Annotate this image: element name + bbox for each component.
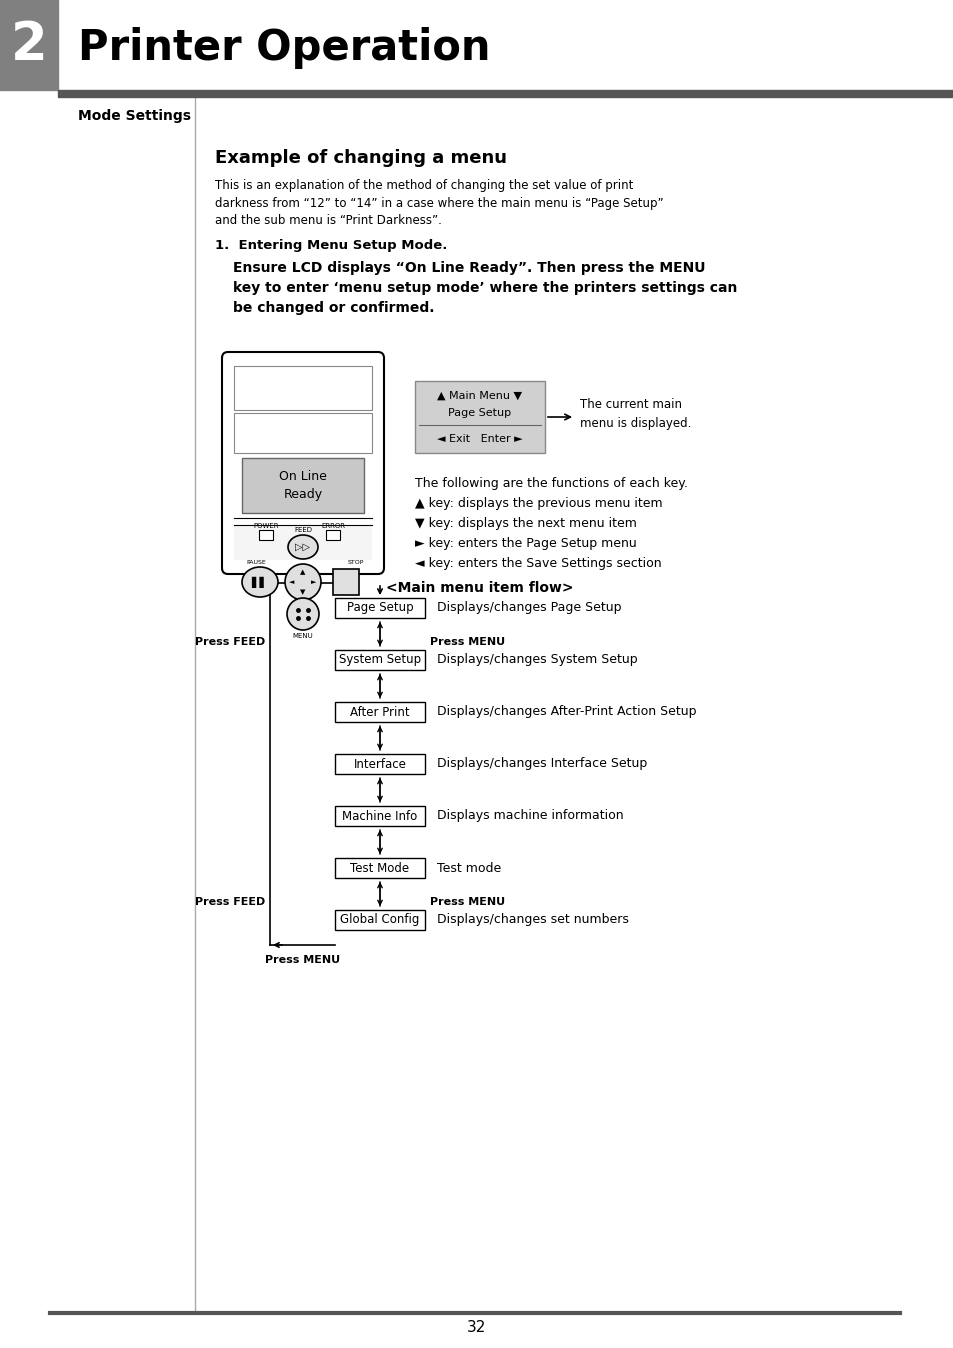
Text: Displays/changes Interface Setup: Displays/changes Interface Setup bbox=[436, 758, 646, 771]
Ellipse shape bbox=[242, 568, 277, 597]
Ellipse shape bbox=[288, 535, 317, 559]
Text: POWER: POWER bbox=[253, 523, 278, 528]
FancyBboxPatch shape bbox=[415, 381, 544, 453]
Text: On Line: On Line bbox=[279, 470, 327, 483]
Text: ►: ► bbox=[311, 580, 316, 585]
Text: Ensure LCD displays “On Line Ready”. Then press the MENU: Ensure LCD displays “On Line Ready”. The… bbox=[233, 262, 705, 275]
Text: STOP: STOP bbox=[348, 559, 364, 565]
Text: 2: 2 bbox=[10, 19, 48, 71]
Text: Printer Operation: Printer Operation bbox=[78, 27, 490, 69]
Text: Example of changing a menu: Example of changing a menu bbox=[214, 150, 506, 167]
Bar bbox=[335, 702, 424, 723]
Text: Displays/changes set numbers: Displays/changes set numbers bbox=[436, 914, 628, 926]
Text: After Print: After Print bbox=[350, 705, 410, 718]
Bar bbox=[233, 367, 372, 410]
Bar bbox=[335, 806, 424, 826]
Bar bbox=[233, 524, 372, 559]
Bar bbox=[335, 910, 424, 930]
Text: ▼ key: displays the next menu item: ▼ key: displays the next menu item bbox=[415, 516, 637, 530]
Bar bbox=[258, 530, 273, 541]
Bar bbox=[0, 0, 58, 90]
Text: menu is displayed.: menu is displayed. bbox=[579, 417, 691, 430]
Text: The following are the functions of each key.: The following are the functions of each … bbox=[415, 476, 687, 489]
Text: ▲ Main Menu ▼: ▲ Main Menu ▼ bbox=[437, 391, 522, 400]
Text: ◄ key: enters the Save Settings section: ◄ key: enters the Save Settings section bbox=[415, 557, 661, 569]
Text: MENU: MENU bbox=[293, 634, 313, 639]
Bar bbox=[335, 650, 424, 670]
Text: FEED: FEED bbox=[294, 527, 312, 532]
Text: Test mode: Test mode bbox=[436, 861, 500, 875]
Text: Ready: Ready bbox=[283, 488, 322, 501]
Text: ▲: ▲ bbox=[300, 569, 305, 576]
Text: System Setup: System Setup bbox=[338, 654, 420, 666]
Text: Press MENU: Press MENU bbox=[430, 638, 504, 647]
Text: Page Setup: Page Setup bbox=[448, 408, 511, 418]
Circle shape bbox=[285, 563, 320, 600]
Bar bbox=[335, 599, 424, 617]
Text: Displays machine information: Displays machine information bbox=[436, 810, 623, 822]
Bar bbox=[326, 530, 339, 541]
Text: Test Mode: Test Mode bbox=[350, 861, 409, 875]
Text: ▼: ▼ bbox=[300, 589, 305, 594]
Text: Mode Settings: Mode Settings bbox=[78, 109, 191, 123]
Text: Interface: Interface bbox=[354, 758, 406, 771]
Bar bbox=[242, 458, 364, 514]
Text: key to enter ‘menu setup mode’ where the printers settings can: key to enter ‘menu setup mode’ where the… bbox=[233, 280, 737, 295]
Bar bbox=[233, 412, 372, 453]
Text: Displays/changes After-Print Action Setup: Displays/changes After-Print Action Setu… bbox=[436, 705, 696, 718]
Text: ► key: enters the Page Setup menu: ► key: enters the Page Setup menu bbox=[415, 537, 636, 550]
Text: <Main menu item flow>: <Main menu item flow> bbox=[386, 581, 573, 594]
Text: ◄: ◄ bbox=[289, 580, 294, 585]
Text: Press FEED: Press FEED bbox=[194, 896, 265, 907]
Text: This is an explanation of the method of changing the set value of print: This is an explanation of the method of … bbox=[214, 179, 633, 193]
Bar bbox=[335, 857, 424, 878]
Text: The current main: The current main bbox=[579, 399, 681, 411]
Text: Displays/changes Page Setup: Displays/changes Page Setup bbox=[436, 601, 620, 615]
Circle shape bbox=[287, 599, 318, 630]
Bar bbox=[333, 569, 358, 594]
Text: be changed or confirmed.: be changed or confirmed. bbox=[233, 301, 434, 315]
Text: ▲ key: displays the previous menu item: ▲ key: displays the previous menu item bbox=[415, 496, 662, 510]
Text: ▌▌: ▌▌ bbox=[252, 577, 268, 588]
Bar bbox=[233, 367, 372, 410]
FancyBboxPatch shape bbox=[222, 352, 384, 574]
Text: Press MENU: Press MENU bbox=[265, 954, 340, 965]
Text: darkness from “12” to “14” in a case where the main menu is “Page Setup”: darkness from “12” to “14” in a case whe… bbox=[214, 197, 663, 209]
Text: Displays/changes System Setup: Displays/changes System Setup bbox=[436, 654, 637, 666]
Text: Page Setup: Page Setup bbox=[346, 601, 413, 615]
Text: ◄ Exit   Enter ►: ◄ Exit Enter ► bbox=[436, 434, 522, 443]
Text: 1.  Entering Menu Setup Mode.: 1. Entering Menu Setup Mode. bbox=[214, 239, 447, 252]
Text: Press FEED: Press FEED bbox=[194, 638, 265, 647]
Bar bbox=[335, 754, 424, 774]
Text: ▷▷: ▷▷ bbox=[295, 542, 310, 551]
Text: Machine Info: Machine Info bbox=[342, 810, 417, 822]
Text: ERROR: ERROR bbox=[320, 523, 345, 528]
Bar bbox=[58, 90, 953, 97]
Text: Press MENU: Press MENU bbox=[430, 896, 504, 907]
Text: PAUSE: PAUSE bbox=[246, 559, 266, 565]
Text: and the sub menu is “Print Darkness”.: and the sub menu is “Print Darkness”. bbox=[214, 213, 441, 226]
Text: 32: 32 bbox=[467, 1321, 486, 1336]
Text: Global Config: Global Config bbox=[340, 914, 419, 926]
